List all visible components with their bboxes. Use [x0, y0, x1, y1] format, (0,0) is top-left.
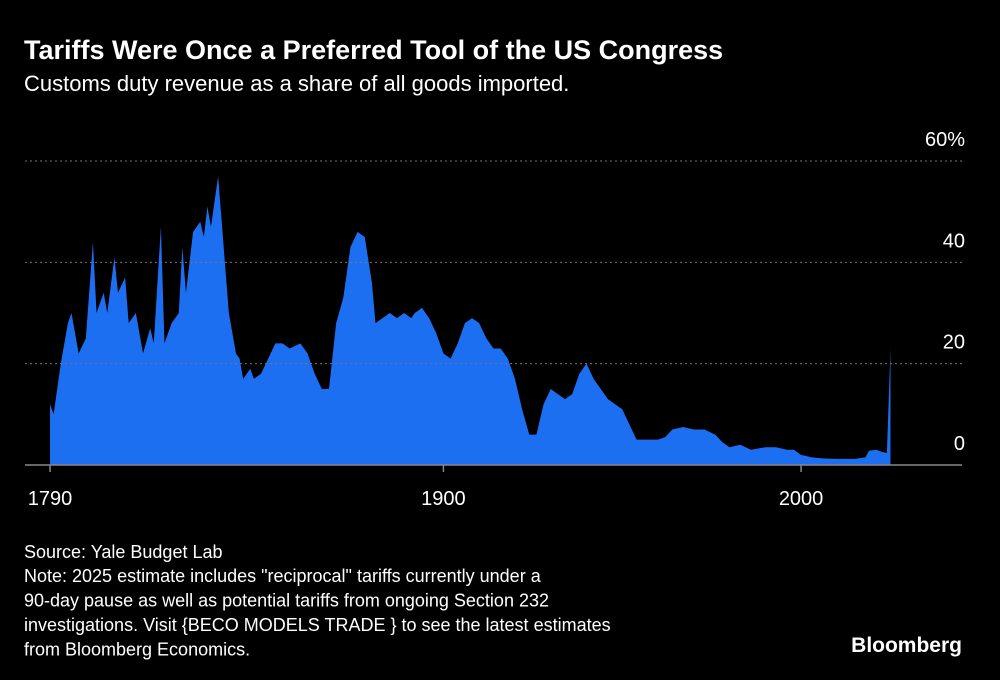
note: investigations. Visit {BECO MODELS TRADE…: [24, 615, 611, 635]
y-tick-label: 0: [954, 433, 965, 455]
y-tick-label: 40: [943, 230, 965, 252]
chart-subtitle: Customs duty revenue as a share of all g…: [24, 71, 569, 96]
chart-title: Tariffs Were Once a Preferred Tool of th…: [24, 35, 723, 65]
area: [50, 176, 891, 465]
note: Note: 2025 estimate includes "reciprocal…: [24, 566, 542, 586]
source: Source: Yale Budget Lab: [24, 542, 222, 562]
y-tick-label: 60%: [925, 129, 965, 151]
note: from Bloomberg Economics.: [24, 640, 250, 660]
note: 90-day pause as well as potential tariff…: [24, 591, 549, 611]
y-tick-label: 20: [943, 332, 965, 354]
x-tick-label: 1790: [28, 488, 73, 510]
x-tick-label: 2000: [779, 488, 824, 510]
x-tick-label: 1900: [421, 488, 466, 510]
logo: Bloomberg: [851, 634, 962, 657]
